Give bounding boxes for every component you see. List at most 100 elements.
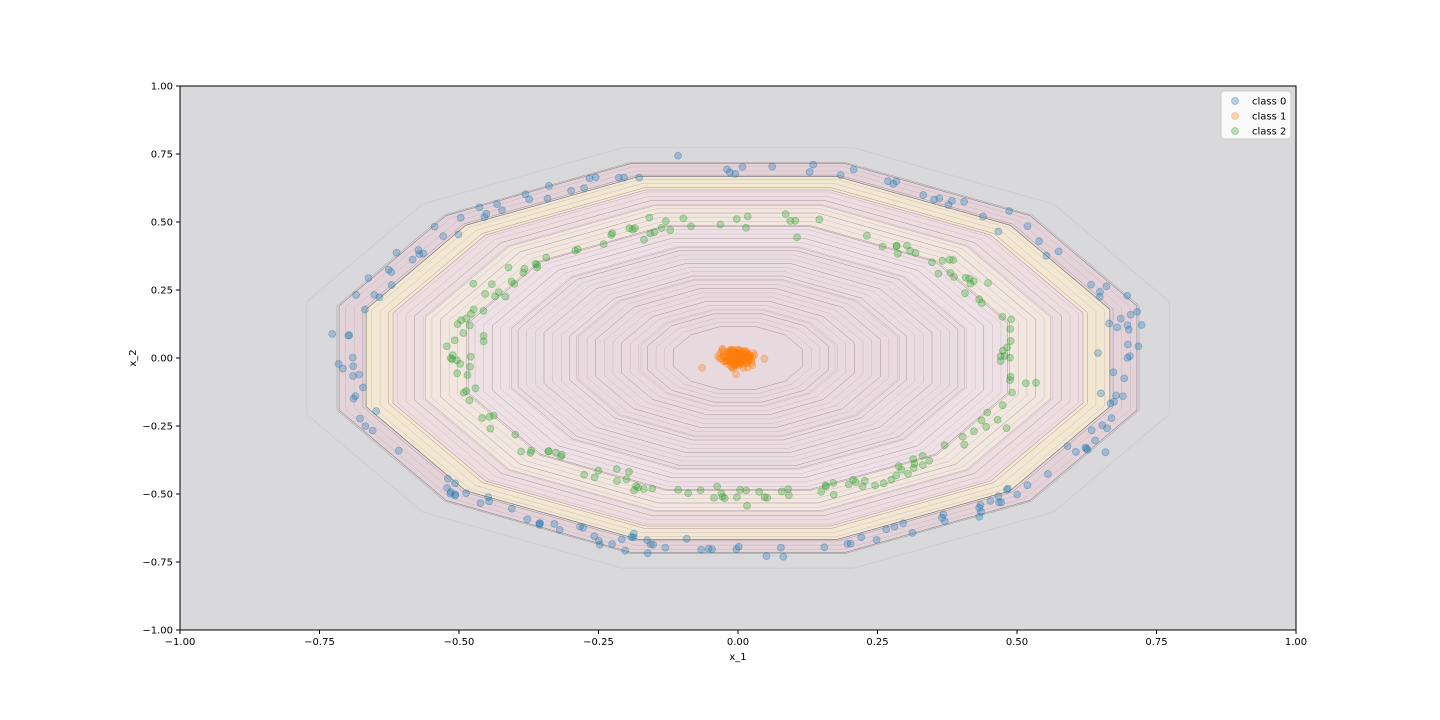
data-point xyxy=(494,288,503,297)
data-point xyxy=(727,362,735,371)
data-point xyxy=(625,467,633,476)
decision-contours xyxy=(306,147,1170,569)
data-point xyxy=(456,213,465,222)
data-point xyxy=(809,160,818,169)
data-point xyxy=(735,356,744,365)
data-point xyxy=(1091,436,1099,445)
data-point xyxy=(1116,314,1125,323)
data-point xyxy=(735,353,744,362)
data-point xyxy=(747,358,756,367)
data-point xyxy=(1003,343,1011,352)
data-point xyxy=(904,469,912,478)
data-point xyxy=(908,529,917,537)
data-point xyxy=(453,320,462,329)
data-point xyxy=(453,369,462,378)
data-point xyxy=(467,309,475,318)
data-point xyxy=(465,321,474,330)
data-point xyxy=(889,180,898,188)
contour-line xyxy=(448,216,1028,500)
data-point xyxy=(731,353,740,362)
data-point xyxy=(459,388,468,397)
data-point xyxy=(742,486,751,495)
data-point xyxy=(743,212,752,221)
data-point xyxy=(1098,421,1107,430)
contour-line xyxy=(655,317,821,399)
data-point xyxy=(519,268,528,277)
data-point xyxy=(994,492,1003,501)
data-point xyxy=(738,356,747,365)
data-point xyxy=(1021,379,1030,388)
data-point xyxy=(1106,399,1115,408)
data-point xyxy=(349,372,357,380)
data-point xyxy=(1087,280,1095,289)
data-point xyxy=(387,281,396,289)
data-point xyxy=(674,486,682,494)
data-point xyxy=(443,483,451,492)
contour-line xyxy=(353,170,1123,546)
data-point xyxy=(748,361,757,370)
data-point xyxy=(486,424,495,433)
data-point xyxy=(657,224,666,232)
data-point xyxy=(999,346,1007,355)
data-point xyxy=(745,351,754,360)
data-point xyxy=(734,345,743,354)
data-point xyxy=(860,476,869,485)
data-point xyxy=(732,359,741,368)
data-point xyxy=(729,352,737,361)
data-point xyxy=(536,519,544,528)
data-point xyxy=(949,256,958,264)
data-point xyxy=(525,195,534,204)
data-point xyxy=(726,348,735,357)
data-point xyxy=(741,357,750,366)
data-point xyxy=(448,351,457,360)
data-point xyxy=(1126,310,1135,319)
data-point xyxy=(979,212,987,221)
data-point xyxy=(446,488,455,496)
data-point xyxy=(733,361,742,370)
data-point xyxy=(741,353,749,361)
data-point xyxy=(731,356,739,365)
data-point xyxy=(740,353,749,362)
contour-line xyxy=(673,326,803,390)
data-point xyxy=(1123,353,1132,362)
data-point xyxy=(1124,340,1132,349)
data-point xyxy=(940,441,949,450)
data-point xyxy=(738,350,747,359)
data-point xyxy=(966,279,975,288)
data-point xyxy=(726,347,735,356)
data-point xyxy=(414,246,423,255)
data-point xyxy=(731,347,739,356)
data-point xyxy=(984,279,992,287)
data-point xyxy=(1035,237,1044,246)
x-tick-label: −1.00 xyxy=(165,637,196,648)
data-point xyxy=(478,414,487,422)
data-point xyxy=(446,354,455,363)
data-point xyxy=(738,360,746,369)
contour-line xyxy=(569,275,907,441)
data-point xyxy=(634,483,642,492)
data-point xyxy=(1095,292,1104,301)
data-point xyxy=(463,371,472,379)
data-point xyxy=(732,349,741,358)
data-point xyxy=(1023,481,1032,490)
data-point xyxy=(497,206,506,215)
data-point xyxy=(728,355,737,364)
data-point xyxy=(721,357,730,366)
data-point xyxy=(732,352,741,361)
data-point xyxy=(731,352,740,361)
legend-marker xyxy=(1231,97,1239,105)
data-point xyxy=(730,362,739,371)
data-point xyxy=(743,358,752,367)
data-point xyxy=(733,360,741,369)
contour-line xyxy=(431,208,1045,508)
data-point xyxy=(975,295,984,304)
contour-line xyxy=(405,195,1071,521)
x-tick-label: 0.00 xyxy=(727,637,749,648)
data-point xyxy=(995,498,1003,507)
data-point xyxy=(738,350,747,359)
data-point xyxy=(1023,222,1032,231)
data-point xyxy=(596,540,604,549)
data-point xyxy=(621,546,630,555)
data-point xyxy=(725,358,734,367)
data-point xyxy=(961,289,969,298)
